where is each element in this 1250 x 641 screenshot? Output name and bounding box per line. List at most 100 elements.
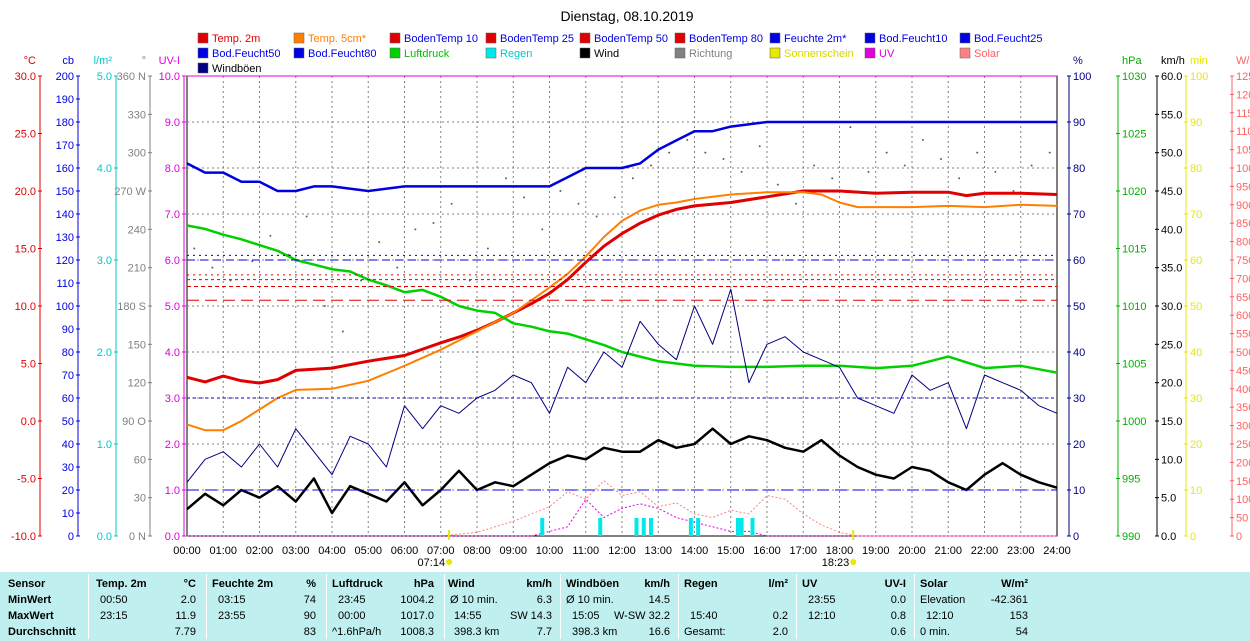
stats-regen-header: Regen <box>684 578 718 590</box>
axis-tick-cb-19: 10 <box>62 508 74 520</box>
axis-tick-w-m-5: 1000 <box>1236 163 1250 175</box>
stats-feuchte-min-time: 03:15 <box>218 594 246 606</box>
legend-label-regen: Regen <box>500 48 532 60</box>
richtung-point-34 <box>813 164 816 167</box>
axis-tick-c-8: -10.0 <box>11 531 36 543</box>
axis-tick-uv-i-5: 5.0 <box>165 301 180 313</box>
axis-tick-uv-i-8: 2.0 <box>165 439 180 451</box>
axis-tick-l-m-3: 2.0 <box>97 347 112 359</box>
stats-regen-total-label: Gesamt: <box>684 626 726 638</box>
axis-tick-cb-4: 160 <box>56 163 74 175</box>
richtung-point-16 <box>486 247 489 250</box>
axis-tick--8: 20 <box>1073 439 1085 451</box>
chart-series <box>186 120 1058 540</box>
x-tick-12: 12:00 <box>608 545 636 557</box>
axis-tick-km-h-7: 25.0 <box>1161 339 1182 351</box>
axis-tick-cb-2: 180 <box>56 117 74 129</box>
axis-tick-w-m-2: 1150 <box>1236 108 1250 120</box>
axis-tick-hpa-0: 1030 <box>1122 71 1146 83</box>
x-tick-10: 10:00 <box>536 545 564 557</box>
regen-bar-8 <box>739 518 744 536</box>
legend-swatch-bodentemp-50 <box>579 32 591 44</box>
axis-tick-w-m-17: 400 <box>1236 384 1250 396</box>
legend-label-luftdruck: Luftdruck <box>404 48 450 60</box>
axis-tick-km-h-0: 60.0 <box>1161 71 1182 83</box>
axis-tick-uv-i-3: 7.0 <box>165 209 180 221</box>
legend-label-bod-feucht50: Bod.Feucht50 <box>212 48 281 60</box>
stats-boeen-min-label: Ø 10 min. <box>566 594 614 606</box>
axis-tick-cb-5: 150 <box>56 186 74 198</box>
axis-tick-cb-16: 40 <box>62 439 74 451</box>
richtung-point-39 <box>903 164 906 167</box>
legend-swatch-luftdruck <box>389 47 401 59</box>
stats-feuchte-unit: % <box>306 578 316 590</box>
legend-swatch-richtung <box>674 47 686 59</box>
richtung-point-25 <box>650 164 652 167</box>
axis-tick-min-9: 10 <box>1190 485 1202 497</box>
legend-label-richtung: Richtung <box>689 48 732 60</box>
richtung-point-32 <box>776 183 779 186</box>
legend-swatch-bodentemp-25 <box>485 32 497 44</box>
axis-tick-min-8: 20 <box>1190 439 1202 451</box>
regen-bar-7 <box>736 518 740 536</box>
stats-feuchte-avg: 83 <box>303 626 316 638</box>
axis-tick-km-h-2: 50.0 <box>1161 148 1182 160</box>
richtung-point-21 <box>577 202 580 205</box>
axis-tick-w-m-20: 250 <box>1236 439 1250 451</box>
legend-label-bodentemp-50: BodenTemp 50 <box>594 33 668 45</box>
axis-tick-w-m-15: 500 <box>1236 347 1250 359</box>
sunset-icon <box>850 559 857 565</box>
stats-temp-max-time: 23:15 <box>100 610 128 622</box>
axis-tick--6: 40 <box>1073 347 1085 359</box>
stats-solar-max-value: 153 <box>1009 610 1028 622</box>
axis-tick-c-3: 15.0 <box>15 244 36 256</box>
richtung-point-6 <box>305 215 308 218</box>
richtung-point-41 <box>940 158 942 161</box>
stats-temp-max-value: 11.9 <box>175 610 196 622</box>
axis-tick-l-m-0: 5.0 <box>97 71 112 83</box>
axis-unit-: ° <box>142 55 146 67</box>
axis-tick-l-m-1: 4.0 <box>97 163 112 175</box>
stats-regen-max-time: 15:40 <box>690 610 718 622</box>
x-tick-24: 24:00 <box>1043 545 1071 557</box>
axis-tick-l-m-2: 3.0 <box>97 255 112 267</box>
stats-boeen-max-direction: W-SW <box>614 610 646 622</box>
stats-regen: Regen l/m² 15:40 0.2 Gesamt: 2.0 <box>680 572 794 641</box>
axis-tick-km-h-1: 55.0 <box>1161 109 1182 121</box>
stats-luftdruck-header: Luftdruck <box>332 578 383 590</box>
x-tick-3: 03:00 <box>282 545 310 557</box>
axis-tick--5: 50 <box>1073 301 1085 313</box>
x-tick-2: 02:00 <box>246 545 274 557</box>
axis-tick-hpa-7: 995 <box>1122 474 1140 486</box>
legend-swatch-bod-feucht25 <box>959 32 971 44</box>
series-feuchte-2m <box>186 120 1057 193</box>
axis-tick-cb-12: 80 <box>62 347 74 359</box>
richtung-point-47 <box>1048 151 1051 154</box>
stats-solar: Solar W/m² Elevation -42.361 12:10 153 0… <box>916 572 1030 641</box>
stats-temp-unit: °C <box>183 578 196 590</box>
richtung-point-12 <box>414 228 417 231</box>
richtung-point-44 <box>994 170 997 173</box>
axis-tick-w-m-0: 1250 <box>1236 71 1250 83</box>
axis-tick-hpa-3: 1015 <box>1122 244 1146 256</box>
axis-tick-min-0: 100 <box>1190 71 1208 83</box>
stats-label-min: MinWert <box>8 594 52 606</box>
stats-feuchte: Feuchte 2m % 03:15 74 23:55 90 83 <box>208 572 324 641</box>
richtung-point-8 <box>341 330 344 333</box>
series-temp-2m <box>186 189 1058 385</box>
axis-unit-uv-i: UV-I <box>159 55 180 67</box>
x-tick-16: 16:00 <box>753 545 781 557</box>
legend-label-windb-en: Windböen <box>212 63 262 75</box>
regen-bar-9 <box>750 518 755 536</box>
axis-tick--3: 70 <box>1073 209 1085 221</box>
stats-solar-sunshine: 0 min. <box>920 626 950 638</box>
sunset-label: 18:23 <box>822 557 850 569</box>
axis-unit-km-h: km/h <box>1161 55 1185 67</box>
stats-wind-avg: 7.7 <box>536 626 552 638</box>
stats-temp-min-time: 00:50 <box>100 594 128 606</box>
stats-luftdruck: Luftdruck hPa 23:45 1004.2 00:00 1017.0 … <box>328 572 442 641</box>
richtung-point-33 <box>795 202 797 205</box>
stats-uv: UV UV-I 23:55 0.0 12:10 0.8 0.6 <box>798 572 912 641</box>
axis-tick-cb-14: 60 <box>62 393 74 405</box>
axis-unit-w-m: W/m² <box>1236 55 1250 67</box>
